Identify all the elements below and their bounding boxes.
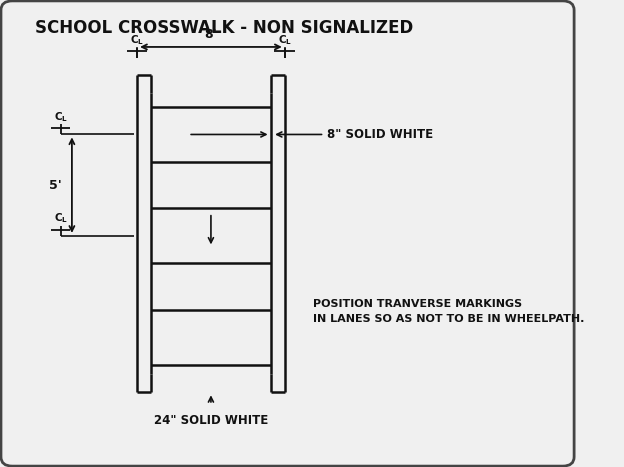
Text: $\mathbf{C_L}$: $\mathbf{C_L}$	[54, 212, 67, 225]
Text: 5': 5'	[49, 179, 61, 191]
Text: 8': 8'	[205, 28, 217, 41]
Text: $\mathbf{C_L}$: $\mathbf{C_L}$	[54, 110, 67, 124]
Text: 24" SOLID WHITE: 24" SOLID WHITE	[154, 414, 268, 427]
FancyBboxPatch shape	[1, 1, 574, 466]
Text: POSITION TRANVERSE MARKINGS
IN LANES SO AS NOT TO BE IN WHEELPATH.: POSITION TRANVERSE MARKINGS IN LANES SO …	[313, 299, 585, 324]
Text: $\mathbf{C_L}$: $\mathbf{C_L}$	[130, 34, 144, 47]
Text: 8" SOLID WHITE: 8" SOLID WHITE	[327, 128, 434, 141]
Text: $\mathbf{C_L}$: $\mathbf{C_L}$	[278, 34, 292, 47]
Text: SCHOOL CROSSWALK - NON SIGNALIZED: SCHOOL CROSSWALK - NON SIGNALIZED	[35, 19, 413, 37]
